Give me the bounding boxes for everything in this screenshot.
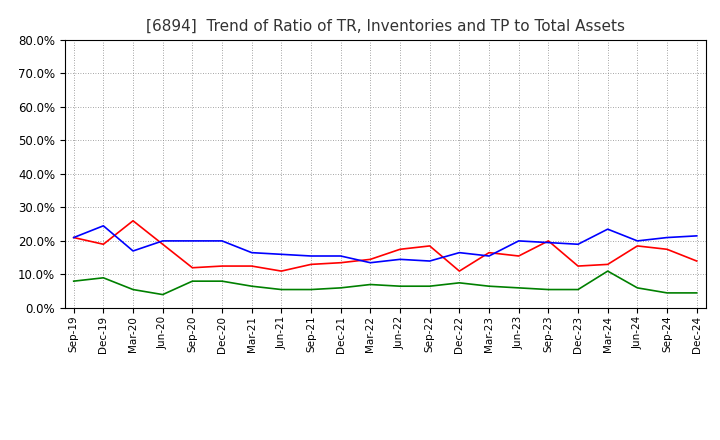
Trade Receivables (217, 264, 226, 269)
Line: Inventories: Inventories (73, 226, 697, 263)
Trade Receivables (514, 253, 523, 259)
Trade Payables (277, 287, 286, 292)
Trade Receivables (426, 243, 434, 249)
Trade Payables (158, 292, 167, 297)
Trade Receivables (366, 257, 374, 262)
Inventories (69, 235, 78, 240)
Trade Receivables (455, 268, 464, 274)
Title: [6894]  Trend of Ratio of TR, Inventories and TP to Total Assets: [6894] Trend of Ratio of TR, Inventories… (145, 19, 625, 34)
Inventories (662, 235, 671, 240)
Trade Payables (69, 279, 78, 284)
Inventories (129, 248, 138, 253)
Trade Receivables (277, 268, 286, 274)
Inventories (426, 258, 434, 264)
Line: Trade Receivables: Trade Receivables (73, 221, 697, 271)
Trade Payables (426, 283, 434, 289)
Trade Receivables (396, 247, 405, 252)
Trade Payables (307, 287, 315, 292)
Trade Receivables (307, 262, 315, 267)
Inventories (248, 250, 256, 255)
Trade Receivables (129, 218, 138, 224)
Inventories (514, 238, 523, 244)
Inventories (99, 223, 108, 228)
Trade Payables (662, 290, 671, 296)
Trade Receivables (158, 242, 167, 247)
Trade Payables (188, 279, 197, 284)
Trade Payables (396, 283, 405, 289)
Trade Receivables (544, 238, 553, 244)
Inventories (188, 238, 197, 244)
Trade Payables (693, 290, 701, 296)
Inventories (217, 238, 226, 244)
Inventories (485, 253, 493, 259)
Trade Payables (248, 283, 256, 289)
Trade Payables (544, 287, 553, 292)
Trade Receivables (633, 243, 642, 249)
Trade Payables (366, 282, 374, 287)
Inventories (455, 250, 464, 255)
Trade Receivables (693, 258, 701, 264)
Inventories (158, 238, 167, 244)
Inventories (366, 260, 374, 265)
Inventories (633, 238, 642, 244)
Trade Payables (514, 285, 523, 290)
Trade Receivables (69, 235, 78, 240)
Inventories (693, 233, 701, 238)
Inventories (336, 253, 345, 259)
Inventories (396, 257, 405, 262)
Trade Receivables (603, 262, 612, 267)
Inventories (603, 227, 612, 232)
Inventories (277, 252, 286, 257)
Inventories (307, 253, 315, 259)
Trade Payables (455, 280, 464, 286)
Trade Receivables (188, 265, 197, 270)
Trade Receivables (662, 247, 671, 252)
Trade Payables (603, 268, 612, 274)
Line: Trade Payables: Trade Payables (73, 271, 697, 295)
Trade Payables (217, 279, 226, 284)
Trade Payables (574, 287, 582, 292)
Trade Payables (336, 285, 345, 290)
Trade Receivables (248, 264, 256, 269)
Trade Payables (99, 275, 108, 280)
Inventories (574, 242, 582, 247)
Trade Payables (129, 287, 138, 292)
Trade Receivables (336, 260, 345, 265)
Trade Receivables (574, 264, 582, 269)
Trade Receivables (99, 242, 108, 247)
Inventories (544, 240, 553, 245)
Trade Payables (633, 285, 642, 290)
Trade Receivables (485, 250, 493, 255)
Trade Payables (485, 283, 493, 289)
